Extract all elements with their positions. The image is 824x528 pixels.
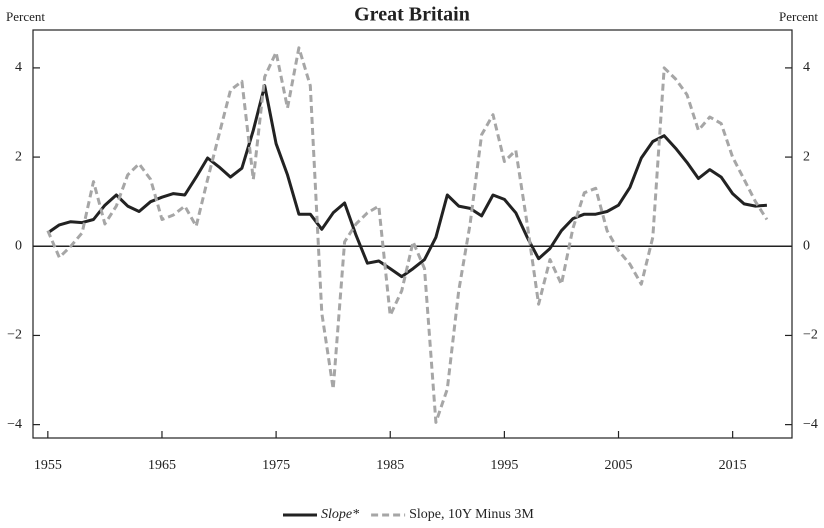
legend-label: Slope, 10Y Minus 3M (409, 507, 534, 522)
chart-title: Great Britain (354, 4, 470, 26)
y2-tick-label: −2 (803, 328, 818, 343)
x-tick-label: 1985 (376, 458, 404, 473)
series-line (46, 46, 769, 424)
y2-tick-label: −4 (803, 417, 818, 432)
y2-tick-label: 2 (803, 149, 810, 164)
y2-tick-label: 0 (803, 238, 810, 253)
x-tick-label: 1955 (34, 458, 62, 473)
x-tick-label: 2015 (719, 458, 747, 473)
x-tick-label: 1995 (490, 458, 518, 473)
y2-tick-label: 4 (803, 60, 810, 75)
y-axis-label: Percent (6, 9, 45, 24)
y-tick-label: −4 (7, 417, 22, 432)
x-tick-label: 1975 (262, 458, 290, 473)
y-tick-label: −2 (7, 328, 22, 343)
y-tick-label: 2 (15, 149, 22, 164)
y2-axis-label: Percent (779, 9, 818, 24)
x-tick-label: 2005 (605, 458, 633, 473)
series-line (46, 84, 768, 279)
y-tick-label: 0 (15, 238, 22, 253)
y-tick-label: 4 (15, 60, 22, 75)
legend-label: Slope* (321, 507, 359, 522)
plot-frame (32, 29, 793, 439)
x-tick-label: 1965 (148, 458, 176, 473)
